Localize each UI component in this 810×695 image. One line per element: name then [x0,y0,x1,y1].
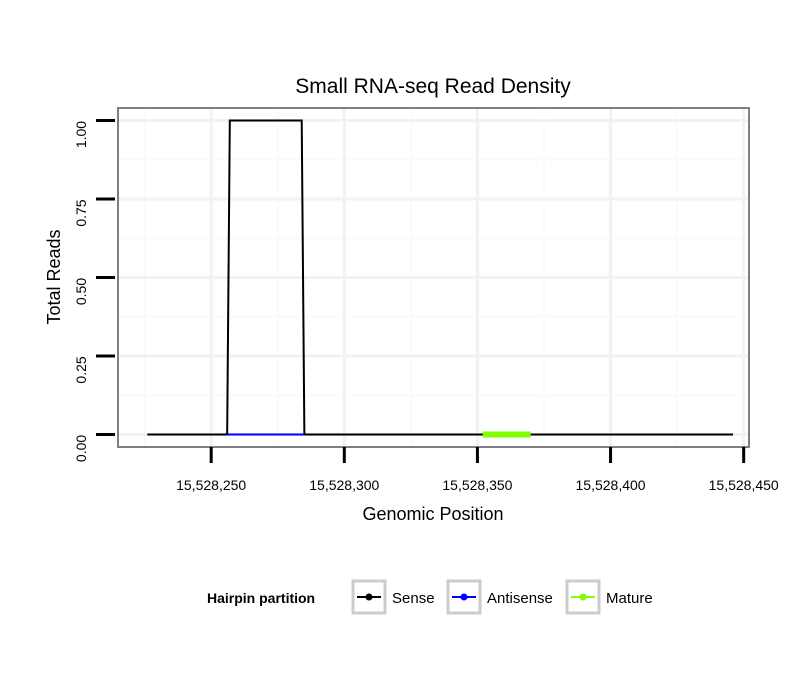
legend-dot-mature [579,593,587,601]
legend-item-mature: Mature [565,579,653,615]
major-gridlines [118,108,749,447]
x-tick-label: 15,528,450 [709,477,779,493]
legend-title: Hairpin partition [207,590,315,606]
y-axis-label: Total Reads [44,229,64,324]
legend-dot-antisense [460,593,468,601]
legend-label-antisense: Antisense [487,590,553,607]
y-tick-label: 0.25 [73,356,89,383]
y-tick-label: 0.75 [73,199,89,226]
y-tick-label: 1.00 [73,121,89,148]
legend-label-sense: Sense [392,590,435,607]
y-axis: 0.00 0.25 0.50 0.75 1.00 [73,119,115,462]
legend: Hairpin partition Sense Antisense Mature [207,579,653,615]
legend-item-sense: Sense [351,579,435,615]
legend-item-antisense: Antisense [446,579,553,615]
legend-label-mature: Mature [606,590,653,607]
x-tick-label: 15,528,350 [442,477,512,493]
plot-panel-border [117,107,750,448]
y-tick-label: 0.50 [73,278,89,305]
x-tick-label: 15,528,400 [576,477,646,493]
series-layer [147,119,734,438]
x-axis: 15,528,250 15,528,300 15,528,350 15,528,400… [176,447,779,493]
x-axis-label: Genomic Position [362,504,503,524]
x-tick-label: 15,528,300 [309,477,379,493]
chart-title: Small RNA-seq Read Density [295,75,571,98]
y-tick-label: 0.00 [73,435,89,462]
x-tick-label: 15,528,250 [176,477,246,493]
series-sense-line [147,119,734,436]
legend-dot-sense [365,593,373,601]
